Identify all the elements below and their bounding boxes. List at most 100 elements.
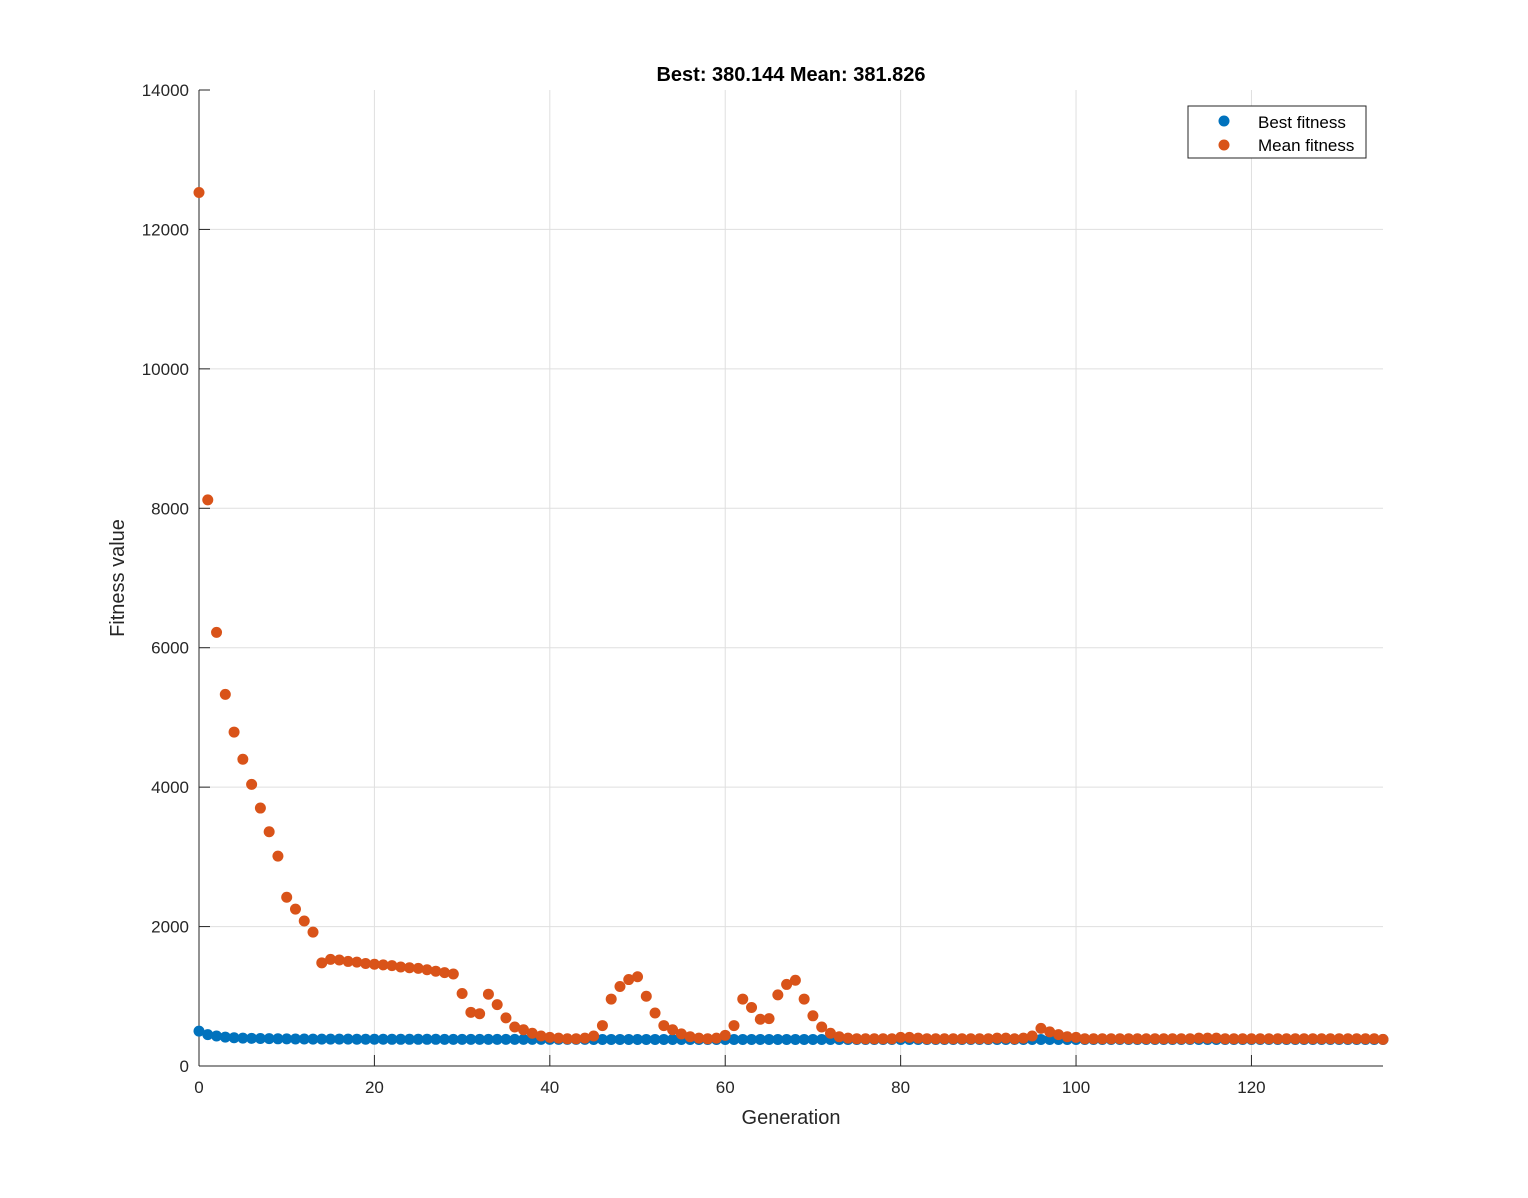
data-point	[1026, 1030, 1038, 1042]
legend-label-best-fitness: Best fitness	[1258, 113, 1346, 132]
data-point	[1254, 1033, 1266, 1045]
data-point	[482, 1033, 494, 1045]
data-point	[1070, 1031, 1082, 1043]
y-tick-label: 4000	[151, 778, 189, 797]
tick-marks	[198, 89, 1252, 1067]
data-point	[1193, 1032, 1205, 1044]
data-point	[1105, 1033, 1117, 1045]
data-point	[1114, 1033, 1126, 1045]
data-point	[289, 903, 301, 915]
data-point	[728, 1033, 740, 1045]
data-point	[798, 1033, 810, 1045]
data-point	[1359, 1033, 1371, 1045]
y-tick-label: 6000	[151, 639, 189, 658]
data-point	[623, 974, 635, 986]
data-point	[1052, 1029, 1064, 1041]
data-point	[289, 1033, 301, 1045]
data-point	[965, 1033, 977, 1045]
data-point	[921, 1033, 933, 1045]
data-point	[667, 1024, 679, 1036]
data-point	[798, 993, 810, 1005]
data-point	[237, 1032, 249, 1044]
data-point	[842, 1032, 854, 1044]
data-point	[632, 971, 644, 983]
data-point	[596, 1033, 608, 1045]
data-point	[1377, 1033, 1389, 1045]
data-point	[570, 1033, 582, 1045]
data-point	[228, 726, 240, 738]
data-point	[193, 186, 205, 198]
data-point	[491, 1033, 503, 1045]
data-point	[377, 1033, 389, 1045]
data-point	[763, 1033, 775, 1045]
y-tick-label: 10000	[142, 360, 189, 379]
data-point	[246, 778, 258, 790]
data-point	[211, 1030, 223, 1042]
data-point	[228, 1032, 240, 1044]
legend-box	[1187, 105, 1367, 159]
data-point	[272, 1033, 284, 1045]
data-point	[351, 956, 363, 968]
data-point	[658, 1033, 670, 1045]
data-point	[754, 1033, 766, 1045]
data-point	[781, 1033, 793, 1045]
x-tick-labels: 0 20 40 60 80 100 120	[194, 1078, 1265, 1097]
data-point	[325, 953, 337, 965]
data-point	[1342, 1033, 1354, 1045]
data-point	[1307, 1033, 1319, 1045]
data-point	[807, 1033, 819, 1045]
data-point	[789, 974, 801, 986]
data-point	[1167, 1033, 1179, 1045]
data-point	[307, 1033, 319, 1045]
data-point	[1351, 1033, 1363, 1045]
data-point	[807, 1010, 819, 1022]
data-point	[211, 626, 223, 638]
data-point	[938, 1033, 950, 1045]
data-point	[1298, 1033, 1310, 1045]
data-point	[1263, 1033, 1275, 1045]
data-point	[991, 1032, 1003, 1044]
data-point	[342, 955, 354, 967]
data-point	[1140, 1033, 1152, 1045]
data-point	[1324, 1033, 1336, 1045]
data-point	[509, 1033, 521, 1045]
data-point	[851, 1033, 863, 1045]
data-point	[1316, 1033, 1328, 1045]
data-point	[316, 957, 328, 969]
data-point	[246, 1032, 258, 1044]
data-point	[1281, 1033, 1293, 1045]
data-point	[667, 1033, 679, 1045]
x-tick-label: 40	[540, 1078, 559, 1097]
data-point	[1035, 1033, 1047, 1045]
data-point	[395, 961, 407, 973]
data-point	[693, 1032, 705, 1044]
data-point	[974, 1033, 986, 1045]
data-point	[737, 1033, 749, 1045]
grid-lines	[199, 90, 1383, 1066]
data-point	[816, 1033, 828, 1045]
data-point	[1219, 1033, 1231, 1045]
data-point	[614, 981, 626, 993]
data-point	[316, 1033, 328, 1045]
data-point	[237, 753, 249, 765]
data-point	[1088, 1033, 1100, 1045]
data-point	[640, 1033, 652, 1045]
data-point	[930, 1033, 942, 1045]
data-point	[649, 1007, 661, 1019]
data-point	[518, 1024, 530, 1036]
data-point	[579, 1032, 591, 1044]
data-point	[763, 1013, 775, 1025]
data-point	[254, 802, 266, 814]
x-tick-label: 100	[1062, 1078, 1090, 1097]
data-point	[649, 1033, 661, 1045]
data-point	[1123, 1033, 1135, 1045]
data-point	[1149, 1033, 1161, 1045]
data-point	[333, 954, 345, 966]
data-point	[193, 1025, 205, 1037]
data-point	[877, 1033, 889, 1045]
data-point	[325, 1033, 337, 1045]
y-tick-labels: 0 2000 4000 6000 8000 10000 12000 14000	[142, 81, 189, 1076]
data-point	[956, 1033, 968, 1045]
data-point	[377, 959, 389, 971]
data-point	[465, 1033, 477, 1045]
